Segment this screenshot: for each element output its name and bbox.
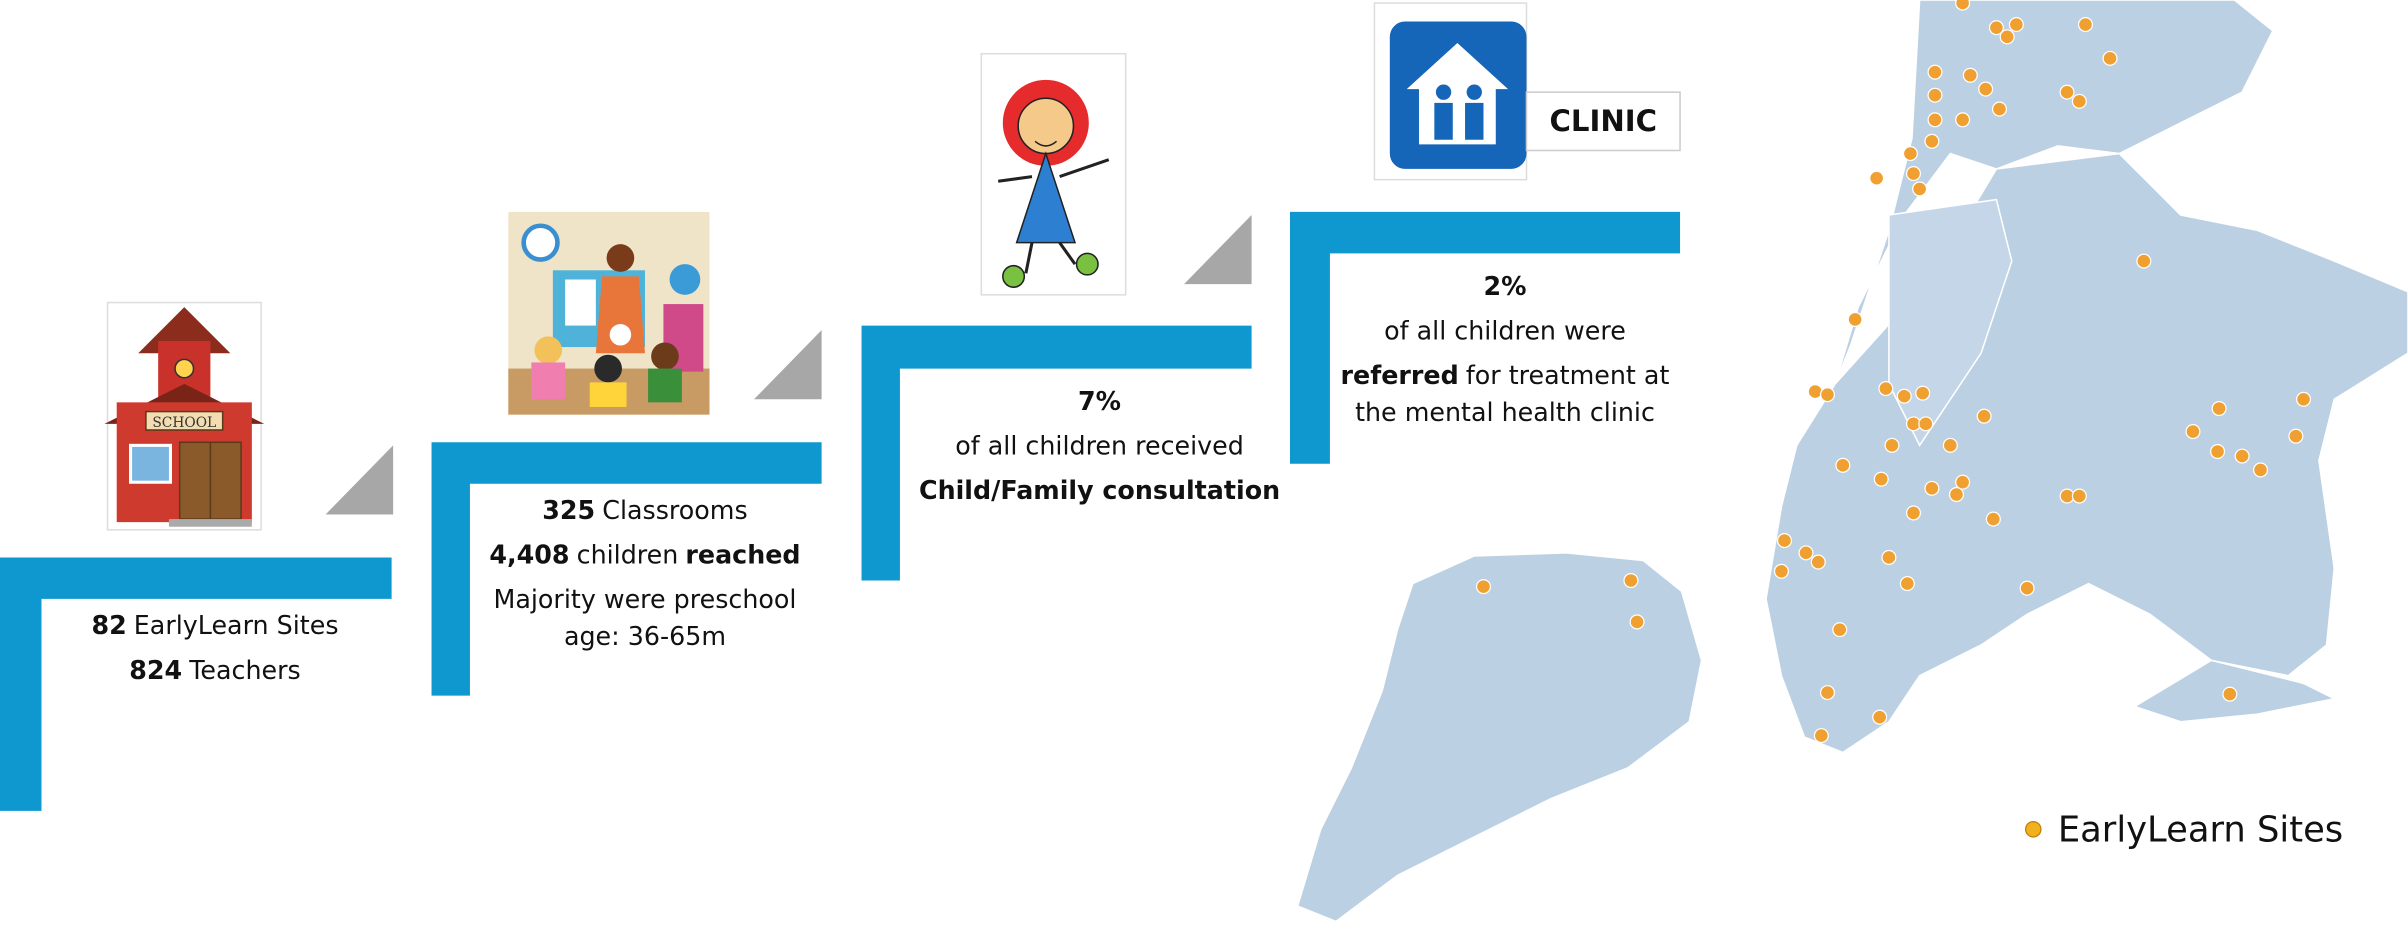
text-line: 7% xyxy=(915,384,1284,422)
clinic-label: CLINIC xyxy=(1550,104,1657,138)
bold-text: reached xyxy=(685,540,800,569)
text: of all children were xyxy=(1384,316,1626,345)
legend-label: EarlyLearn Sites xyxy=(2058,811,2343,851)
text: of all children received xyxy=(955,431,1244,460)
clinic-icon: CLINIC xyxy=(1374,3,1680,180)
text: EarlyLearn Sites xyxy=(134,611,339,640)
bold-text: referred xyxy=(1341,360,1459,389)
text-line: 2% xyxy=(1336,269,1674,307)
page: SCHOOL CLINIC 82 EarlyLearn Sites 824Teach… xyxy=(0,0,2408,933)
infographic: SCHOOL CLINIC 82 EarlyLearn Sites 824Teach… xyxy=(0,0,2408,933)
school-sign: SCHOOL xyxy=(152,415,216,431)
bold-text: 2% xyxy=(1483,272,1526,301)
bold-text: 4,408 xyxy=(489,540,569,569)
text: Teachers xyxy=(189,655,301,684)
school-icon: SCHOOL xyxy=(104,303,264,530)
child-icon xyxy=(981,54,1125,295)
bold-text: 7% xyxy=(1078,387,1121,416)
bold-text: 325 xyxy=(542,496,595,525)
bold-text: 82 xyxy=(91,611,126,640)
text-line: Child/Family consultation xyxy=(915,472,1284,510)
step-text: 7% of all children received Child/Family c… xyxy=(915,384,1284,516)
bold-text: 824 xyxy=(129,655,182,684)
text: Majority were preschool age: 36-65m xyxy=(493,584,796,651)
text: Classrooms xyxy=(602,496,747,525)
text-line: Majority were preschool age: 36-65m xyxy=(476,581,814,657)
text-line: of all children received xyxy=(915,428,1284,466)
bold-text: Child/Family consultation xyxy=(919,475,1280,504)
text-line: 82 EarlyLearn Sites xyxy=(61,608,368,646)
text-line: of all children were xyxy=(1336,313,1674,351)
text: children xyxy=(577,540,679,569)
classroom-icon xyxy=(508,212,709,415)
legend-dot xyxy=(2026,822,2041,837)
